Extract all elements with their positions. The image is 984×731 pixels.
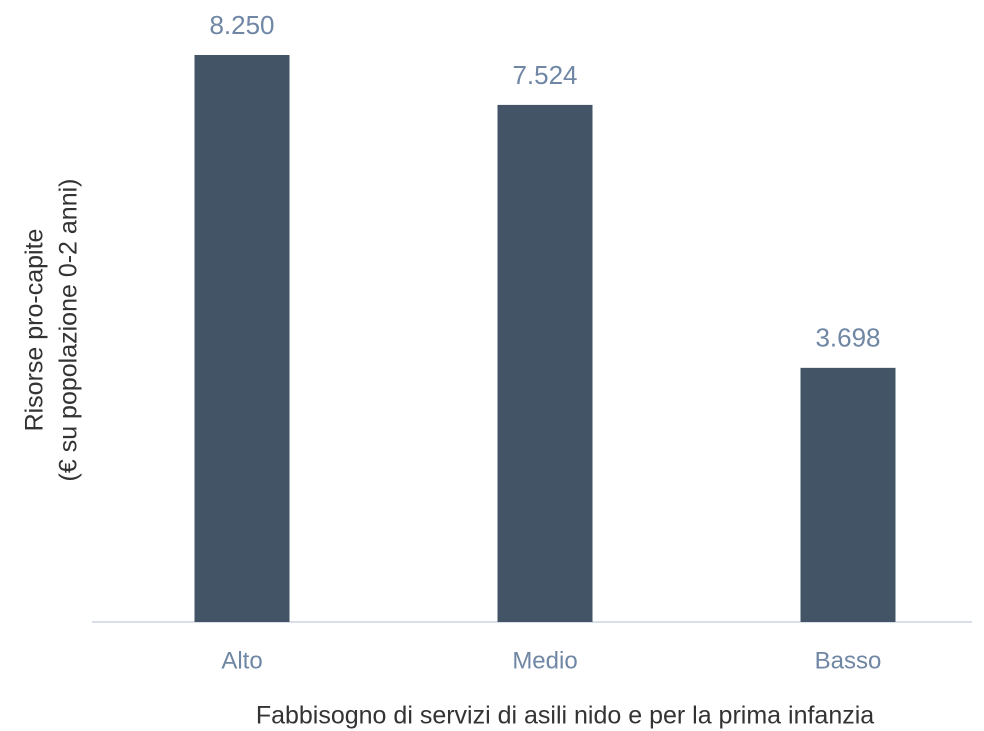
value-label: 8.250 [209,10,274,40]
bar [194,55,290,622]
x-tick-label: Basso [815,647,882,674]
y-axis-label: Risorse pro-capite (€ su popolazione 0-2… [21,179,83,482]
value-label: 3.698 [815,323,880,353]
bar [800,367,896,622]
x-tick-label: Alto [221,647,262,674]
bar [497,104,593,622]
x-axis-label: Fabbisogno di servizi di asili nido e pe… [256,702,874,730]
x-tick-label: Medio [512,647,577,674]
y-axis-label-line: (€ su popolazione 0-2 anni) [55,179,83,482]
value-label: 7.524 [512,60,577,90]
y-axis-label-line: Risorse pro-capite [21,229,49,432]
